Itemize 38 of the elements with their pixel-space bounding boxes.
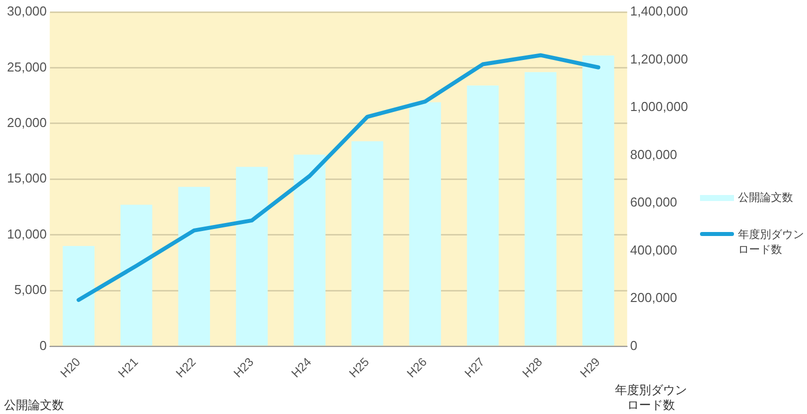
x-tick-label: H23 [230, 354, 257, 380]
y2-axis-title: 年度別ダウンロード数 [615, 383, 687, 412]
y-tick-label: 30,000 [6, 4, 47, 19]
y2-tick-label: 1,400,000 [630, 4, 688, 19]
legend-label: 年度別ダウンロード数 [738, 227, 804, 257]
y-tick-label: 0 [40, 338, 47, 353]
bar [236, 166, 268, 346]
x-tick-label: H22 [173, 354, 199, 380]
x-tick-label: H21 [115, 354, 142, 380]
x-tick-label: H26 [404, 354, 430, 380]
y2-tick-label: 600,000 [630, 194, 678, 210]
bar [178, 186, 210, 346]
y2-tick-label: 1,000,000 [630, 99, 688, 114]
y-tick-label: 25,000 [6, 59, 47, 74]
x-tick-label: H25 [346, 354, 372, 380]
y2-tick-label: 0 [630, 338, 638, 353]
legend-label: 公開論文数 [738, 190, 793, 205]
bar [582, 55, 614, 346]
y2-tick-label: 200,000 [630, 290, 678, 306]
x-tick-label: H20 [58, 354, 84, 380]
y-tick-label: 15,000 [6, 170, 47, 186]
y-axis-title: 公開論文数 [4, 398, 64, 412]
bar [62, 246, 95, 346]
y-tick-label: 20,000 [6, 114, 47, 130]
y-tick-label: 5,000 [14, 282, 47, 298]
bar [524, 72, 556, 346]
x-tick-label: H29 [577, 354, 603, 380]
bar [294, 154, 326, 346]
y2-tick-label: 800,000 [630, 146, 678, 162]
bar [409, 102, 441, 346]
x-tick-label: H24 [288, 354, 314, 380]
x-tick-label: H28 [520, 354, 546, 380]
y2-tick-label: 1,200,000 [630, 51, 688, 66]
y2-tick-label: 400,000 [630, 242, 678, 258]
bar [120, 204, 152, 346]
y-tick-label: 10,000 [6, 226, 47, 242]
bar [466, 86, 499, 346]
bar [351, 141, 384, 346]
